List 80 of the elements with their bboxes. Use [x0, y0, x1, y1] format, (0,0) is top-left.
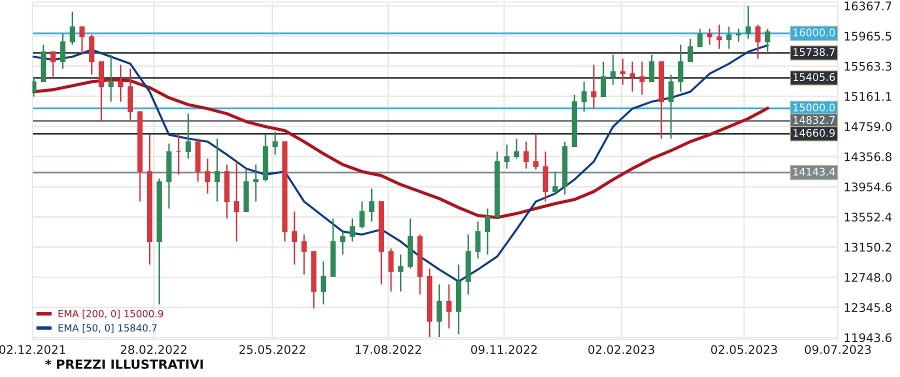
candlestick [688, 38, 693, 62]
candlestick [533, 132, 538, 170]
y-tick-label: 13954.6 [844, 182, 892, 192]
x-tick-label: 09.07.2023 [804, 345, 871, 354]
candlestick [581, 81, 587, 112]
candlestick [350, 218, 356, 242]
candlestick [726, 26, 732, 50]
candlestick [746, 5, 751, 40]
x-tick-label: 28.02.2022 [120, 345, 186, 354]
candlestick [340, 230, 346, 256]
text: * PREZZI ILLUSTRATIVI [45, 359, 203, 369]
x-tick-label: 17.08.2022 [356, 345, 421, 354]
x-tick-label: 09.11.2022 [471, 345, 537, 354]
candlestick [70, 11, 76, 46]
candlestick [697, 28, 703, 48]
candlestick [755, 24, 761, 60]
candlestick [678, 44, 684, 92]
y-tick-label: 15563.3 [844, 62, 892, 71]
ref-line-label: 15000.0 [794, 104, 835, 112]
y-tick-label: 15965.5 [844, 32, 892, 41]
candlestick [204, 158, 210, 194]
candlestick [359, 200, 365, 230]
candlestick [764, 28, 770, 52]
candlestick [668, 74, 674, 140]
candlestick [639, 61, 645, 96]
y-tick-label: 15161.1 [844, 92, 892, 101]
y-tick-label: 13552.4 [844, 212, 892, 222]
y-tick-label: 16367.7 [844, 2, 892, 10]
text: EMA [200, 0] 15000.9 [58, 310, 164, 318]
line-series [32, 44, 769, 283]
candlestick [514, 138, 520, 160]
candlestick [369, 188, 374, 222]
candlestick [524, 140, 529, 170]
candlestick [301, 234, 307, 276]
ref-line-label: 15738.7 [794, 48, 835, 56]
candlestick [475, 220, 481, 260]
candlestick [253, 164, 258, 202]
candlestick [214, 138, 220, 202]
candlestick [108, 54, 114, 102]
candlestick [620, 58, 626, 86]
candlestick [716, 24, 722, 50]
ref-line-label: 14660.9 [794, 128, 835, 137]
candlestick [79, 26, 85, 56]
candlestick [60, 33, 66, 70]
x-tick-label: 02.05.2023 [711, 345, 777, 354]
y-tick-label: 12345.8 [844, 303, 892, 312]
candlestick [610, 54, 616, 86]
candlestick [484, 208, 490, 256]
candlestick [186, 112, 191, 160]
candlestick [50, 51, 56, 78]
candlestick [649, 54, 654, 82]
y-tick-label: 13150.2 [844, 242, 892, 252]
candlestick [707, 28, 712, 46]
candlestick [446, 284, 452, 330]
candlestick [600, 61, 606, 98]
line-series [32, 78, 770, 220]
y-tick-label: 11943.6 [844, 333, 892, 342]
candlestick [591, 64, 596, 110]
candlestick [272, 130, 278, 156]
candlestick [118, 64, 124, 102]
candlestick [32, 76, 36, 98]
candlestick [436, 284, 442, 338]
ref-line-label: 14143.4 [794, 168, 835, 176]
y-tick-label: 14356.8 [844, 152, 892, 162]
candlestick [292, 210, 298, 266]
candlestick [388, 248, 394, 292]
candlestick [552, 170, 558, 196]
x-tick-label: 02.02.2023 [588, 345, 654, 354]
candlestick [398, 254, 404, 292]
text: EMA [50, 0] 15840.7 [58, 324, 157, 333]
x-tick-label: 25.05.2022 [239, 345, 306, 354]
ref-line-label: 14832.7 [794, 116, 835, 124]
candlestick [504, 144, 510, 170]
candlestick [320, 260, 326, 306]
ref-line-label: 15405.6 [794, 73, 835, 81]
candlestick [630, 61, 636, 92]
y-tick-label: 14759.0 [844, 122, 892, 132]
y-tick-label: 12748.0 [844, 272, 892, 282]
candlestick [234, 160, 240, 242]
ref-line-label: 16000.0 [794, 28, 835, 36]
